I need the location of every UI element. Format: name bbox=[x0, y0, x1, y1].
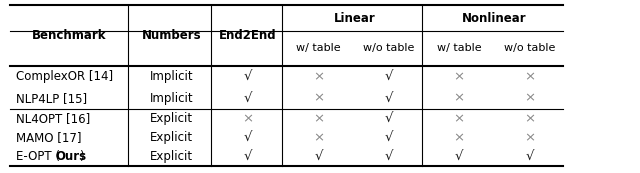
Text: ×: × bbox=[454, 70, 465, 83]
Text: √: √ bbox=[244, 92, 252, 105]
Text: ): ) bbox=[79, 150, 83, 163]
Text: Implicit: Implicit bbox=[149, 70, 193, 83]
Text: ×: × bbox=[454, 131, 465, 144]
Text: ×: × bbox=[454, 112, 465, 125]
Text: Linear: Linear bbox=[334, 12, 376, 25]
Text: w/o table: w/o table bbox=[363, 43, 415, 53]
Text: ×: × bbox=[243, 112, 253, 125]
Text: Nonlinear: Nonlinear bbox=[462, 12, 527, 25]
Text: MAMO [17]: MAMO [17] bbox=[16, 131, 81, 144]
Text: √: √ bbox=[385, 131, 393, 144]
Text: √: √ bbox=[385, 150, 393, 163]
Text: Benchmark: Benchmark bbox=[31, 29, 106, 42]
Text: √: √ bbox=[314, 150, 323, 163]
Text: √: √ bbox=[455, 150, 463, 163]
Text: ×: × bbox=[524, 70, 535, 83]
Text: ×: × bbox=[524, 112, 535, 125]
Text: E-OPT (: E-OPT ( bbox=[16, 150, 60, 163]
Text: Ours: Ours bbox=[56, 150, 87, 163]
Text: √: √ bbox=[385, 70, 393, 83]
Text: Explicit: Explicit bbox=[150, 131, 193, 144]
Text: √: √ bbox=[385, 92, 393, 105]
Text: w/ table: w/ table bbox=[296, 43, 340, 53]
Text: √: √ bbox=[525, 150, 534, 163]
Text: Explicit: Explicit bbox=[150, 150, 193, 163]
Text: ×: × bbox=[313, 70, 324, 83]
Text: ×: × bbox=[313, 112, 324, 125]
Text: End2End: End2End bbox=[219, 29, 277, 42]
Text: ×: × bbox=[524, 131, 535, 144]
Text: ×: × bbox=[313, 92, 324, 105]
Text: Explicit: Explicit bbox=[150, 112, 193, 125]
Text: √: √ bbox=[244, 131, 252, 144]
Text: w/ table: w/ table bbox=[437, 43, 481, 53]
Text: ×: × bbox=[524, 92, 535, 105]
Text: Implicit: Implicit bbox=[149, 92, 193, 105]
Text: √: √ bbox=[244, 70, 252, 83]
Text: Numbers: Numbers bbox=[141, 29, 201, 42]
Text: √: √ bbox=[385, 112, 393, 125]
Text: NLP4LP [15]: NLP4LP [15] bbox=[16, 92, 87, 105]
Text: ×: × bbox=[454, 92, 465, 105]
Text: w/o table: w/o table bbox=[504, 43, 556, 53]
Text: ×: × bbox=[313, 131, 324, 144]
Text: ComplexOR [14]: ComplexOR [14] bbox=[16, 70, 113, 83]
Text: NL4OPT [16]: NL4OPT [16] bbox=[16, 112, 90, 125]
Text: √: √ bbox=[244, 150, 252, 163]
